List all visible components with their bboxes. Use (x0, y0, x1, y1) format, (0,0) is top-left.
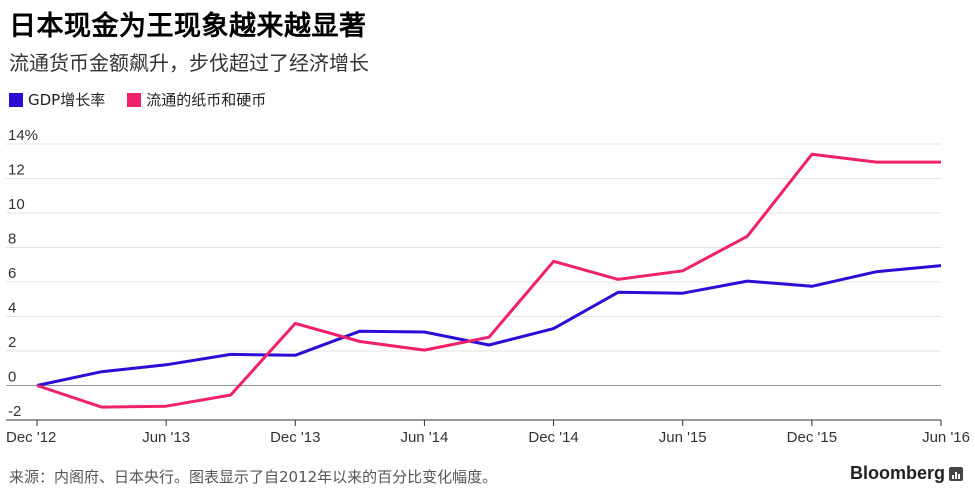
series-line-currency (36, 152, 941, 409)
y-tick-label: 8 (8, 231, 16, 248)
y-tick-label: 0 (8, 369, 16, 386)
legend-swatch-currency (127, 92, 142, 107)
x-axis-ticks: Dec '12 Jun '13 Dec '13 Jun '14 Dec '14 Jun '… (6, 419, 970, 446)
legend-swatch-gdp (9, 92, 23, 107)
y-axis-tick-labels: 14% 12 10 8 6 4 2 0 -2 (8, 127, 38, 420)
y-tick-label: 2 (8, 334, 16, 351)
y-tick-label: 4 (8, 300, 16, 317)
x-tick-label: Jun '16 (922, 429, 970, 446)
chart-subtitle: 流通货币金额飙升，步伐超过了经济增长 (9, 51, 369, 75)
legend: GDP增长率 流通的纸币和硬币 (9, 89, 288, 110)
y-tick-label: -2 (8, 403, 21, 420)
chart-title: 日本现金为王现象越来越显著 (9, 11, 367, 42)
x-tick-label: Dec '13 (270, 429, 320, 446)
legend-item-currency: 流通的纸币和硬币 (127, 89, 266, 110)
y-tick-label: 12 (8, 162, 25, 179)
bloomberg-chart-icon (949, 466, 963, 481)
x-tick-label: Jun '13 (142, 429, 190, 446)
series-lines (36, 152, 942, 409)
legend-label-currency: 流通的纸币和硬币 (146, 91, 267, 109)
y-tick-label: 10 (8, 196, 25, 213)
legend-label-gdp: GDP增长率 (28, 91, 106, 109)
y-tick-label: 14% (8, 127, 38, 144)
legend-item-gdp: GDP增长率 (9, 89, 105, 110)
x-tick-label: Dec '14 (528, 429, 578, 446)
series-line-gdp (36, 264, 942, 387)
x-tick-label: Jun '15 (659, 429, 707, 446)
brand-name: Bloomberg (849, 463, 945, 483)
line-chart: 14% 12 10 8 6 4 2 0 -2 Dec '12 Jun '13 Dec '13 Jun … (6, 127, 970, 446)
x-tick-label: Jun '14 (400, 429, 448, 446)
x-tick-label: Dec '15 (787, 429, 837, 446)
y-tick-label: 6 (8, 265, 16, 282)
gridlines (6, 143, 941, 421)
x-tick-label: Dec '12 (6, 429, 56, 446)
source-note: 来源：内阁府、日本央行。图表显示了自2012年以来的百分比变化幅度。 (9, 468, 498, 486)
bloomberg-logo: Bloomberg (850, 463, 963, 484)
